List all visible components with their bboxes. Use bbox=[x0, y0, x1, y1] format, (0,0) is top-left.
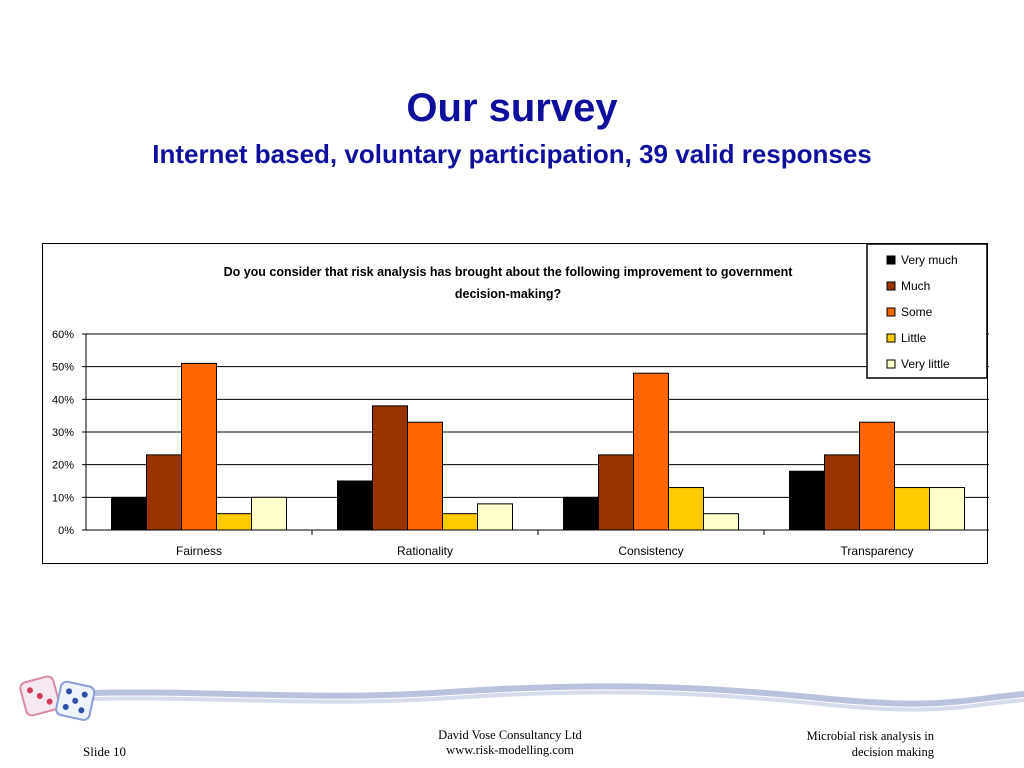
y-tick-label: 50% bbox=[52, 362, 74, 374]
x-tick-label: Fairness bbox=[176, 544, 222, 558]
bar-some bbox=[407, 421, 443, 531]
dice-logo bbox=[19, 675, 96, 721]
x-tick-label: Rationality bbox=[397, 544, 453, 558]
legend-swatch bbox=[886, 333, 896, 343]
bar-much bbox=[146, 454, 182, 531]
decorative-wave bbox=[59, 683, 1024, 712]
slide-number: Slide 10 bbox=[83, 744, 126, 759]
footer-topic: Microbial risk analysis in decision maki… bbox=[714, 728, 934, 760]
bar-some bbox=[859, 421, 895, 531]
legend-swatch bbox=[886, 281, 896, 291]
bar-very-much bbox=[789, 470, 825, 531]
legend-swatch bbox=[886, 255, 896, 265]
topic-line-1: Microbial risk analysis in bbox=[806, 729, 934, 743]
bar-very-much bbox=[111, 496, 147, 531]
bar-little bbox=[668, 487, 704, 531]
legend-label: Very little bbox=[901, 357, 950, 371]
y-tick-label: 10% bbox=[52, 492, 74, 504]
legend-label: Some bbox=[901, 305, 933, 319]
y-tick-label: 20% bbox=[52, 460, 74, 472]
bar-very-much bbox=[337, 480, 373, 531]
legend-swatch bbox=[886, 359, 896, 369]
legend-label: Little bbox=[901, 331, 927, 345]
bar-very-much bbox=[563, 496, 599, 531]
y-tick-label: 0% bbox=[58, 525, 74, 537]
bar-very-little bbox=[251, 496, 287, 531]
bar-little bbox=[216, 513, 252, 531]
bar-some bbox=[633, 372, 669, 531]
topic-line-2: decision making bbox=[851, 745, 934, 759]
legend-label: Very much bbox=[901, 253, 958, 267]
bar-chart: Do you consider that risk analysis has b… bbox=[52, 244, 989, 558]
legend-swatch bbox=[886, 307, 896, 317]
bar-very-little bbox=[477, 503, 513, 531]
legend-label: Much bbox=[901, 279, 930, 293]
chart-area: Do you consider that risk analysis has b… bbox=[42, 243, 989, 564]
bar-some bbox=[181, 362, 217, 531]
y-tick-label: 40% bbox=[52, 394, 74, 406]
bar-little bbox=[442, 513, 478, 531]
y-tick-label: 30% bbox=[52, 427, 74, 439]
slide-title: Our survey bbox=[406, 86, 618, 130]
bar-little bbox=[894, 487, 930, 531]
bar-much bbox=[372, 405, 408, 531]
company-name: David Vose Consultancy Ltd bbox=[438, 728, 582, 742]
bar-very-little bbox=[929, 487, 965, 531]
x-tick-label: Consistency bbox=[618, 544, 683, 558]
chart-title-line-2: decision-making? bbox=[455, 287, 561, 301]
y-tick-label: 60% bbox=[52, 329, 74, 341]
x-tick-label: Transparency bbox=[841, 544, 914, 558]
bar-much bbox=[824, 454, 860, 531]
bar-very-little bbox=[703, 513, 739, 531]
slide-subtitle: Internet based, voluntary participation,… bbox=[152, 139, 872, 169]
bar-much bbox=[598, 454, 634, 531]
chart-title-line-1: Do you consider that risk analysis has b… bbox=[224, 265, 794, 279]
company-website: www.risk-modelling.com bbox=[446, 743, 574, 757]
footer-company: David Vose Consultancy Ltd www.risk-mode… bbox=[370, 728, 650, 758]
